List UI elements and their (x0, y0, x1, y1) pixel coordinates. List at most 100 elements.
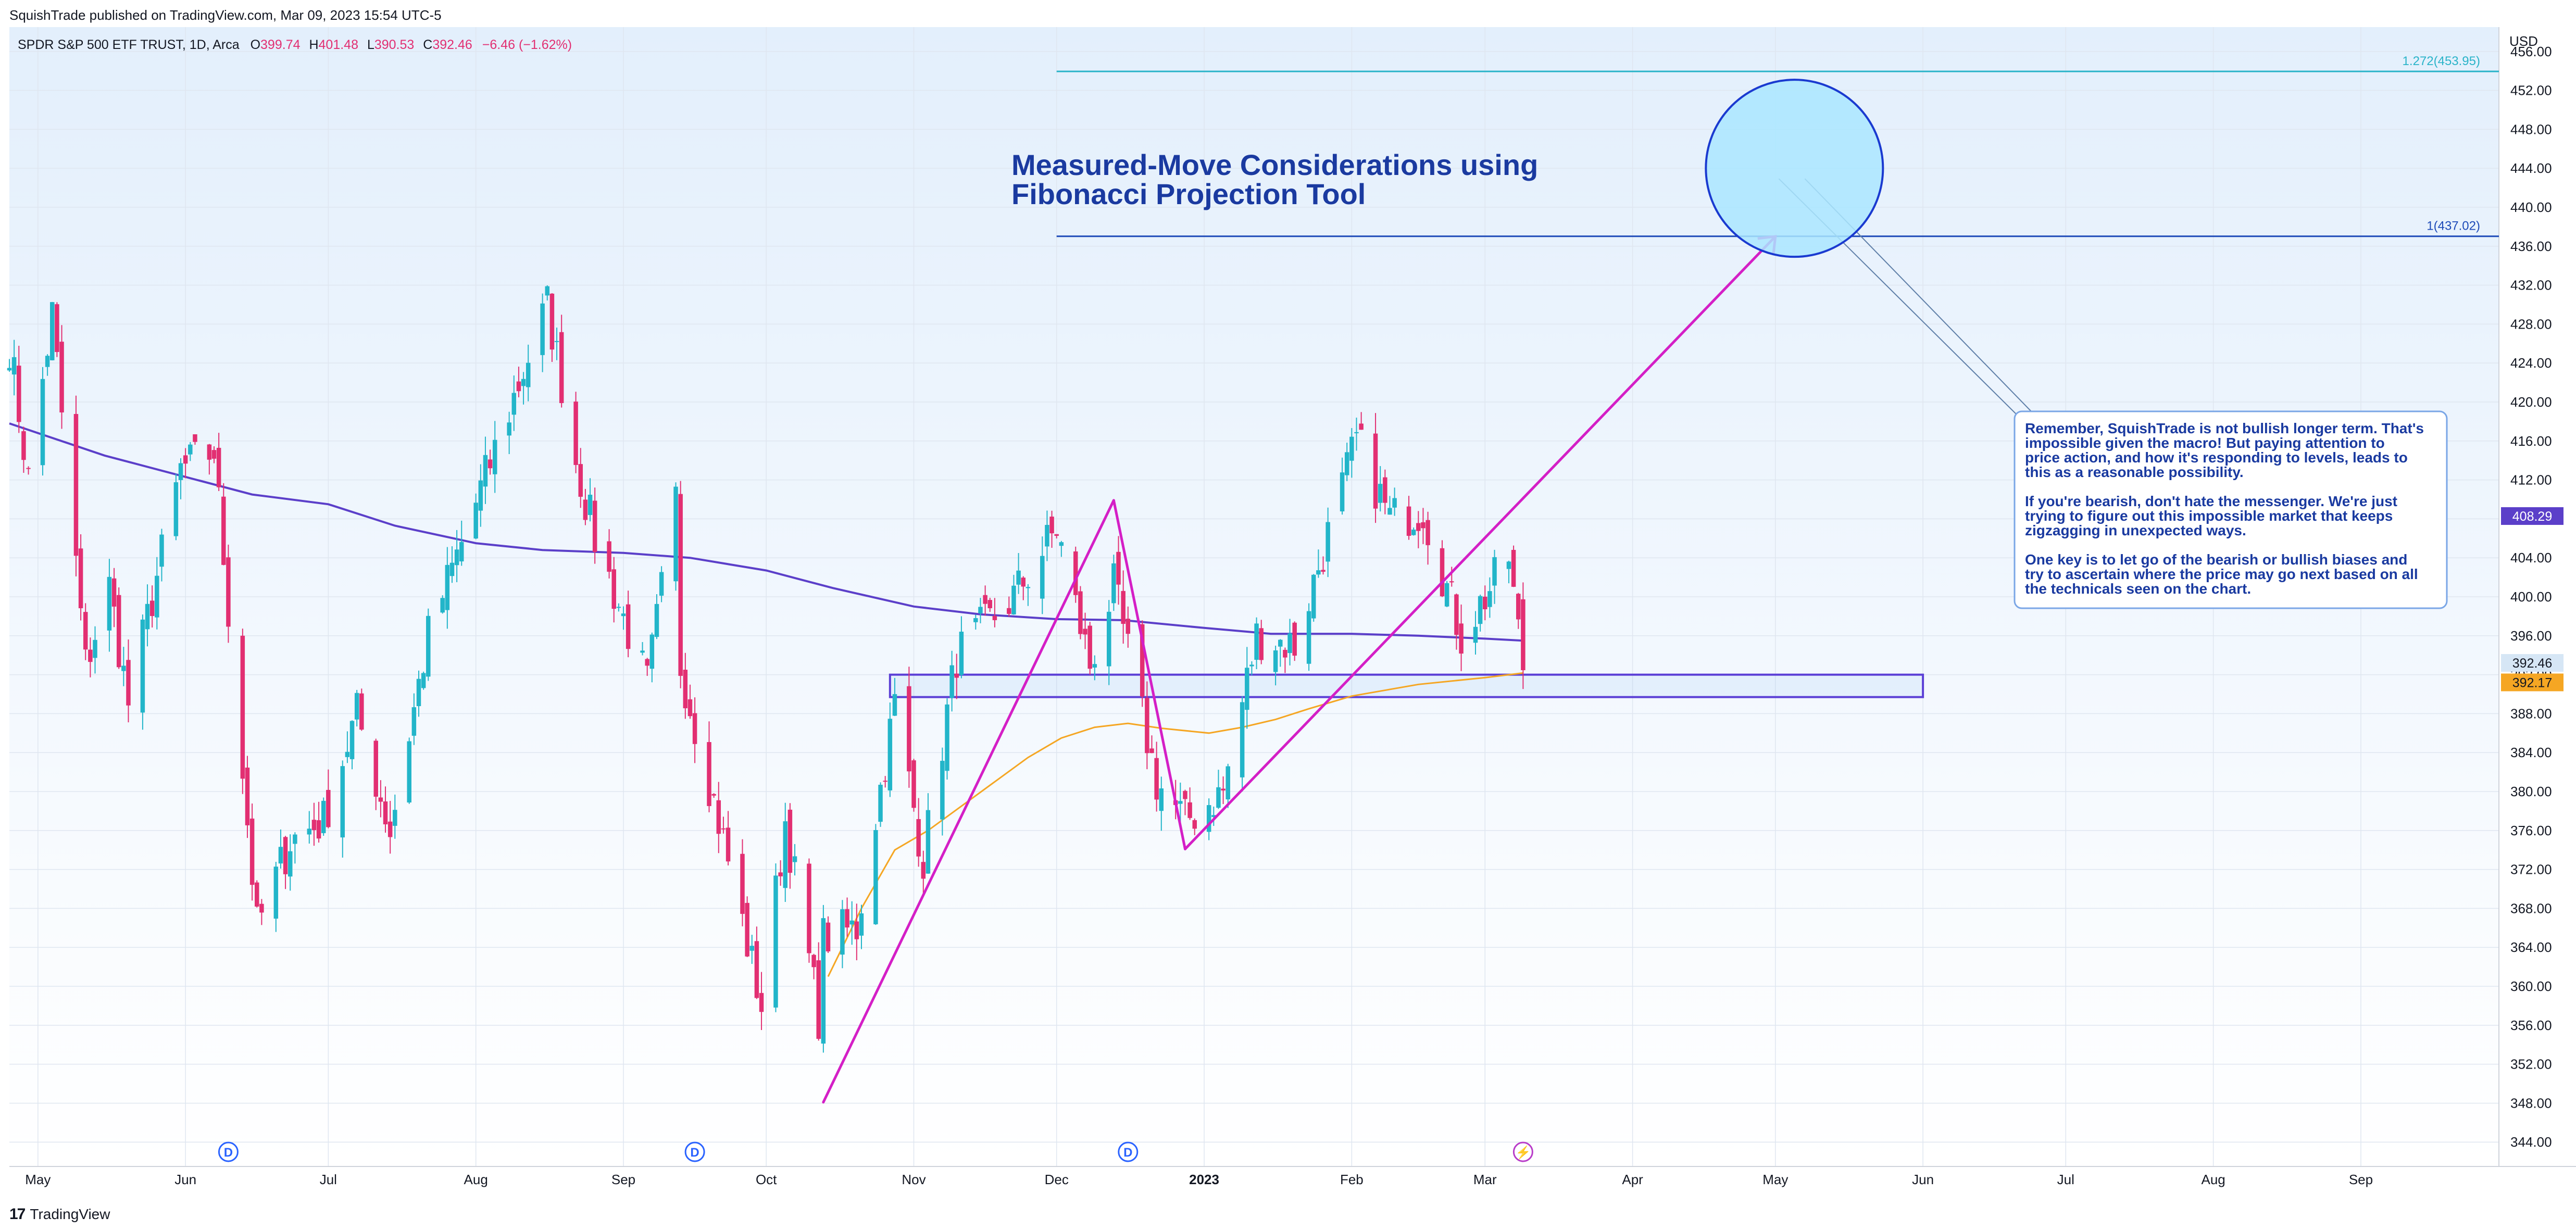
publisher-line: SquishTrade published on TradingView.com… (9, 7, 442, 23)
candle-body (1492, 557, 1497, 586)
candle-body (1411, 530, 1416, 535)
candle-body (1444, 583, 1449, 607)
y-tick-label: 424.00 (2510, 355, 2552, 371)
candle-body (1449, 581, 1454, 583)
target-circle-layer[interactable] (1705, 79, 2032, 417)
y-tick-label: 380.00 (2510, 784, 2552, 799)
candle-body (892, 694, 897, 716)
candle-body (378, 797, 383, 802)
candle-body (1259, 628, 1264, 660)
candle-body (1211, 815, 1216, 817)
candle-body (511, 393, 517, 415)
projection-leg (1112, 499, 1186, 850)
symbol-legend[interactable]: SPDR S&P 500 ETF TRUST, 1D, Arca O399.74… (18, 37, 572, 52)
candle-body (692, 713, 697, 744)
price-label-text: 408.29 (2512, 509, 2552, 524)
candle-body (845, 909, 849, 928)
dividend-marker (218, 1141, 239, 1162)
candle-body (1021, 578, 1026, 587)
candle-body (1373, 433, 1378, 509)
x-tick-label: 2023 (1189, 1172, 1219, 1187)
candle-body (478, 480, 483, 511)
y-tick-label: 376.00 (2510, 823, 2552, 838)
x-tick-label: Feb (1340, 1172, 1364, 1187)
candle-body (1245, 668, 1249, 710)
x-tick-label: Aug (2201, 1172, 2225, 1187)
candle-body (778, 872, 783, 876)
candle-body (707, 742, 711, 806)
candle-body (107, 576, 112, 631)
candle-body (383, 801, 388, 824)
ohlc-open: 399.74 (260, 37, 301, 52)
candle-body (916, 819, 921, 857)
candle-body (583, 499, 588, 520)
candle-body (1216, 787, 1221, 808)
y-tick-label: 444.00 (2510, 160, 2552, 176)
price-label-text: 392.46 (2512, 656, 2552, 671)
candle-body (1287, 633, 1292, 654)
candle-body (88, 649, 93, 662)
candle-body (278, 847, 283, 864)
ohlc-change: −6.46 (−1.62%) (482, 37, 572, 52)
candle-body (21, 431, 26, 460)
x-tick-label: Sep (2349, 1172, 2373, 1187)
y-tick-label: 388.00 (2510, 706, 2552, 721)
candle-body (26, 468, 31, 469)
candle-body (283, 837, 288, 874)
candle-body (78, 548, 83, 609)
projection-lines[interactable] (822, 235, 1777, 1104)
candle-body (549, 293, 555, 350)
candle-body (683, 670, 688, 709)
candle-body (907, 686, 911, 772)
candle-body (226, 557, 231, 627)
candle-body (359, 693, 364, 730)
candle-body (740, 854, 745, 914)
candle-body (111, 578, 117, 607)
candle-body (483, 455, 488, 487)
candle-body (1145, 698, 1149, 754)
x-axis[interactable]: May Jun Jul Aug Sep Oct Nov Dec 2023 Feb Mar Apr May… (25, 1172, 2373, 1187)
event-markers[interactable]: D D D ⚡ (218, 1141, 1533, 1162)
candle-body (949, 665, 954, 698)
candle-body (349, 721, 355, 759)
candle-body (1011, 585, 1016, 614)
candle-body (678, 494, 683, 676)
ohlc-low: 390.53 (374, 37, 414, 52)
candle-body (559, 332, 564, 404)
candle-body (516, 381, 521, 392)
candle-body (373, 740, 378, 797)
candle-body (621, 613, 626, 617)
candle-body (607, 541, 611, 572)
candle-body (1473, 626, 1478, 643)
candle-body (1221, 788, 1226, 790)
candle-body (840, 909, 845, 955)
candle-body (540, 303, 545, 355)
candle-body (1273, 650, 1278, 672)
candle-body (926, 810, 931, 874)
candle-body (393, 810, 397, 826)
candle-body (673, 486, 678, 582)
price-labels: 408.29 392.46 392.17 (2501, 507, 2564, 692)
candle-body (1325, 522, 1330, 562)
candle-body (307, 829, 312, 835)
candle-body (459, 542, 464, 562)
candle-body-last (1521, 599, 1525, 671)
x-tick-label: Jun (174, 1172, 196, 1187)
annotations[interactable]: Measured-Move Considerations using Fibon… (1011, 148, 2448, 609)
candle-body (521, 379, 526, 386)
candle-body (659, 572, 664, 596)
candle-body (249, 818, 255, 885)
callout-line-12: the technicals seen on the chart. (2025, 581, 2251, 597)
candle-body (345, 751, 350, 757)
y-axis[interactable]: 344.00 348.00 352.00 356.00 360.00 364.00 368.… (2510, 44, 2552, 1150)
candle-body (626, 604, 631, 649)
candle-body (573, 401, 578, 465)
candle-body (507, 422, 511, 436)
candle-body (992, 616, 997, 620)
callout-box[interactable] (2014, 410, 2448, 609)
candle-body (1073, 551, 1078, 595)
candle-body (859, 913, 864, 936)
candle-body (55, 304, 59, 353)
candle-body (1083, 629, 1087, 635)
